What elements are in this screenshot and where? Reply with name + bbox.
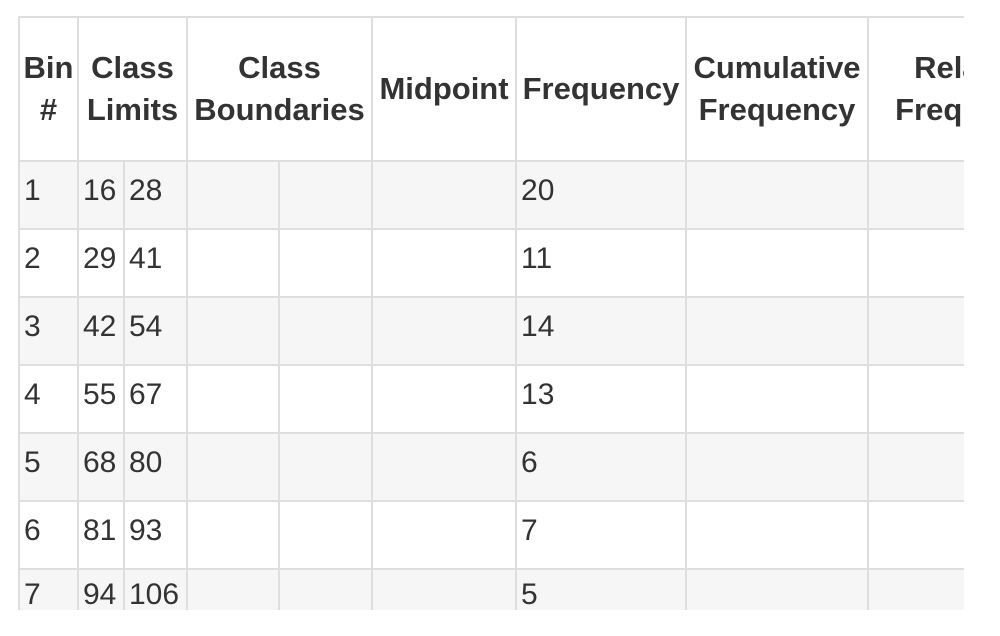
lower-boundary-cell[interactable] [186, 364, 281, 434]
bin-cell: 6 [18, 500, 79, 570]
midpoint-cell[interactable] [371, 296, 518, 366]
table-row: 3 42 54 14 [18, 296, 964, 366]
table-row: 1 16 28 20 [18, 160, 964, 230]
bin-cell: 7 [18, 568, 79, 610]
cumulative-frequency-cell[interactable] [685, 228, 870, 298]
upper-limit-cell: 106 [122, 568, 189, 610]
lower-limit-cell: 68 [77, 432, 125, 502]
table-row: 5 68 80 6 [18, 432, 964, 502]
upper-boundary-cell[interactable] [278, 432, 374, 502]
lower-boundary-cell[interactable] [186, 296, 281, 366]
upper-boundary-cell[interactable] [278, 568, 374, 610]
lower-limit-cell: 55 [77, 364, 125, 434]
cumulative-frequency-cell[interactable] [685, 364, 870, 434]
lower-boundary-cell[interactable] [186, 228, 281, 298]
frequency-cell: 14 [515, 296, 688, 366]
lower-boundary-cell[interactable] [186, 500, 281, 570]
upper-limit-cell: 28 [122, 160, 189, 230]
midpoint-cell[interactable] [371, 228, 518, 298]
bin-cell: 3 [18, 296, 79, 366]
upper-limit-cell: 41 [122, 228, 189, 298]
lower-limit-cell: 94 [77, 568, 125, 610]
upper-boundary-cell[interactable] [278, 364, 374, 434]
upper-limit-cell: 93 [122, 500, 189, 570]
lower-limit-cell: 16 [77, 160, 125, 230]
header-row: Bin # Class Limits Class Boundaries Midp… [18, 16, 964, 162]
upper-boundary-cell[interactable] [278, 296, 374, 366]
relative-frequency-cell[interactable] [867, 160, 964, 230]
bin-cell: 4 [18, 364, 79, 434]
cumulative-frequency-cell[interactable] [685, 160, 870, 230]
table-row: 4 55 67 13 [18, 364, 964, 434]
upper-limit-cell: 54 [122, 296, 189, 366]
relative-frequency-cell[interactable] [867, 296, 964, 366]
relative-frequency-cell[interactable] [867, 568, 964, 610]
midpoint-cell[interactable] [371, 568, 518, 610]
frequency-cell: 7 [515, 500, 688, 570]
midpoint-cell[interactable] [371, 500, 518, 570]
bin-cell: 2 [18, 228, 79, 298]
upper-limit-cell: 67 [122, 364, 189, 434]
header-bin: Bin # [18, 16, 79, 162]
header-cumulative-frequency: Cumulative Frequency [685, 16, 870, 162]
frequency-cell: 13 [515, 364, 688, 434]
midpoint-cell[interactable] [371, 364, 518, 434]
upper-boundary-cell[interactable] [278, 228, 374, 298]
lower-limit-cell: 81 [77, 500, 125, 570]
frequency-cell: 5 [515, 568, 688, 610]
relative-frequency-cell[interactable] [867, 500, 964, 570]
frequency-table: Bin # Class Limits Class Boundaries Midp… [18, 16, 964, 610]
header-class-limits: Class Limits [76, 16, 189, 162]
header-class-boundaries: Class Boundaries [186, 16, 374, 162]
upper-boundary-cell[interactable] [278, 160, 374, 230]
midpoint-cell[interactable] [371, 160, 518, 230]
lower-boundary-cell[interactable] [186, 160, 281, 230]
bin-cell: 1 [18, 160, 79, 230]
header-frequency: Frequency [515, 16, 688, 162]
frequency-cell: 20 [515, 160, 688, 230]
header-relative-frequency: Relative Frequency [867, 16, 964, 162]
upper-limit-cell: 80 [122, 432, 189, 502]
lower-limit-cell: 42 [77, 296, 125, 366]
bin-cell: 5 [18, 432, 79, 502]
midpoint-cell[interactable] [371, 432, 518, 502]
cumulative-frequency-cell[interactable] [685, 500, 870, 570]
frequency-table-container: Bin # Class Limits Class Boundaries Midp… [18, 16, 964, 610]
lower-boundary-cell[interactable] [186, 432, 281, 502]
cumulative-frequency-cell[interactable] [685, 432, 870, 502]
table-row: 6 81 93 7 [18, 500, 964, 570]
upper-boundary-cell[interactable] [278, 500, 374, 570]
lower-boundary-cell[interactable] [186, 568, 281, 610]
relative-frequency-cell[interactable] [867, 228, 964, 298]
header-midpoint: Midpoint [371, 16, 518, 162]
cumulative-frequency-cell[interactable] [685, 568, 870, 610]
table-row: 7 94 106 5 [18, 568, 964, 610]
table-row: 2 29 41 11 [18, 228, 964, 298]
relative-frequency-cell[interactable] [867, 364, 964, 434]
relative-frequency-cell[interactable] [867, 432, 964, 502]
lower-limit-cell: 29 [77, 228, 125, 298]
cumulative-frequency-cell[interactable] [685, 296, 870, 366]
frequency-cell: 11 [515, 228, 688, 298]
frequency-cell: 6 [515, 432, 688, 502]
